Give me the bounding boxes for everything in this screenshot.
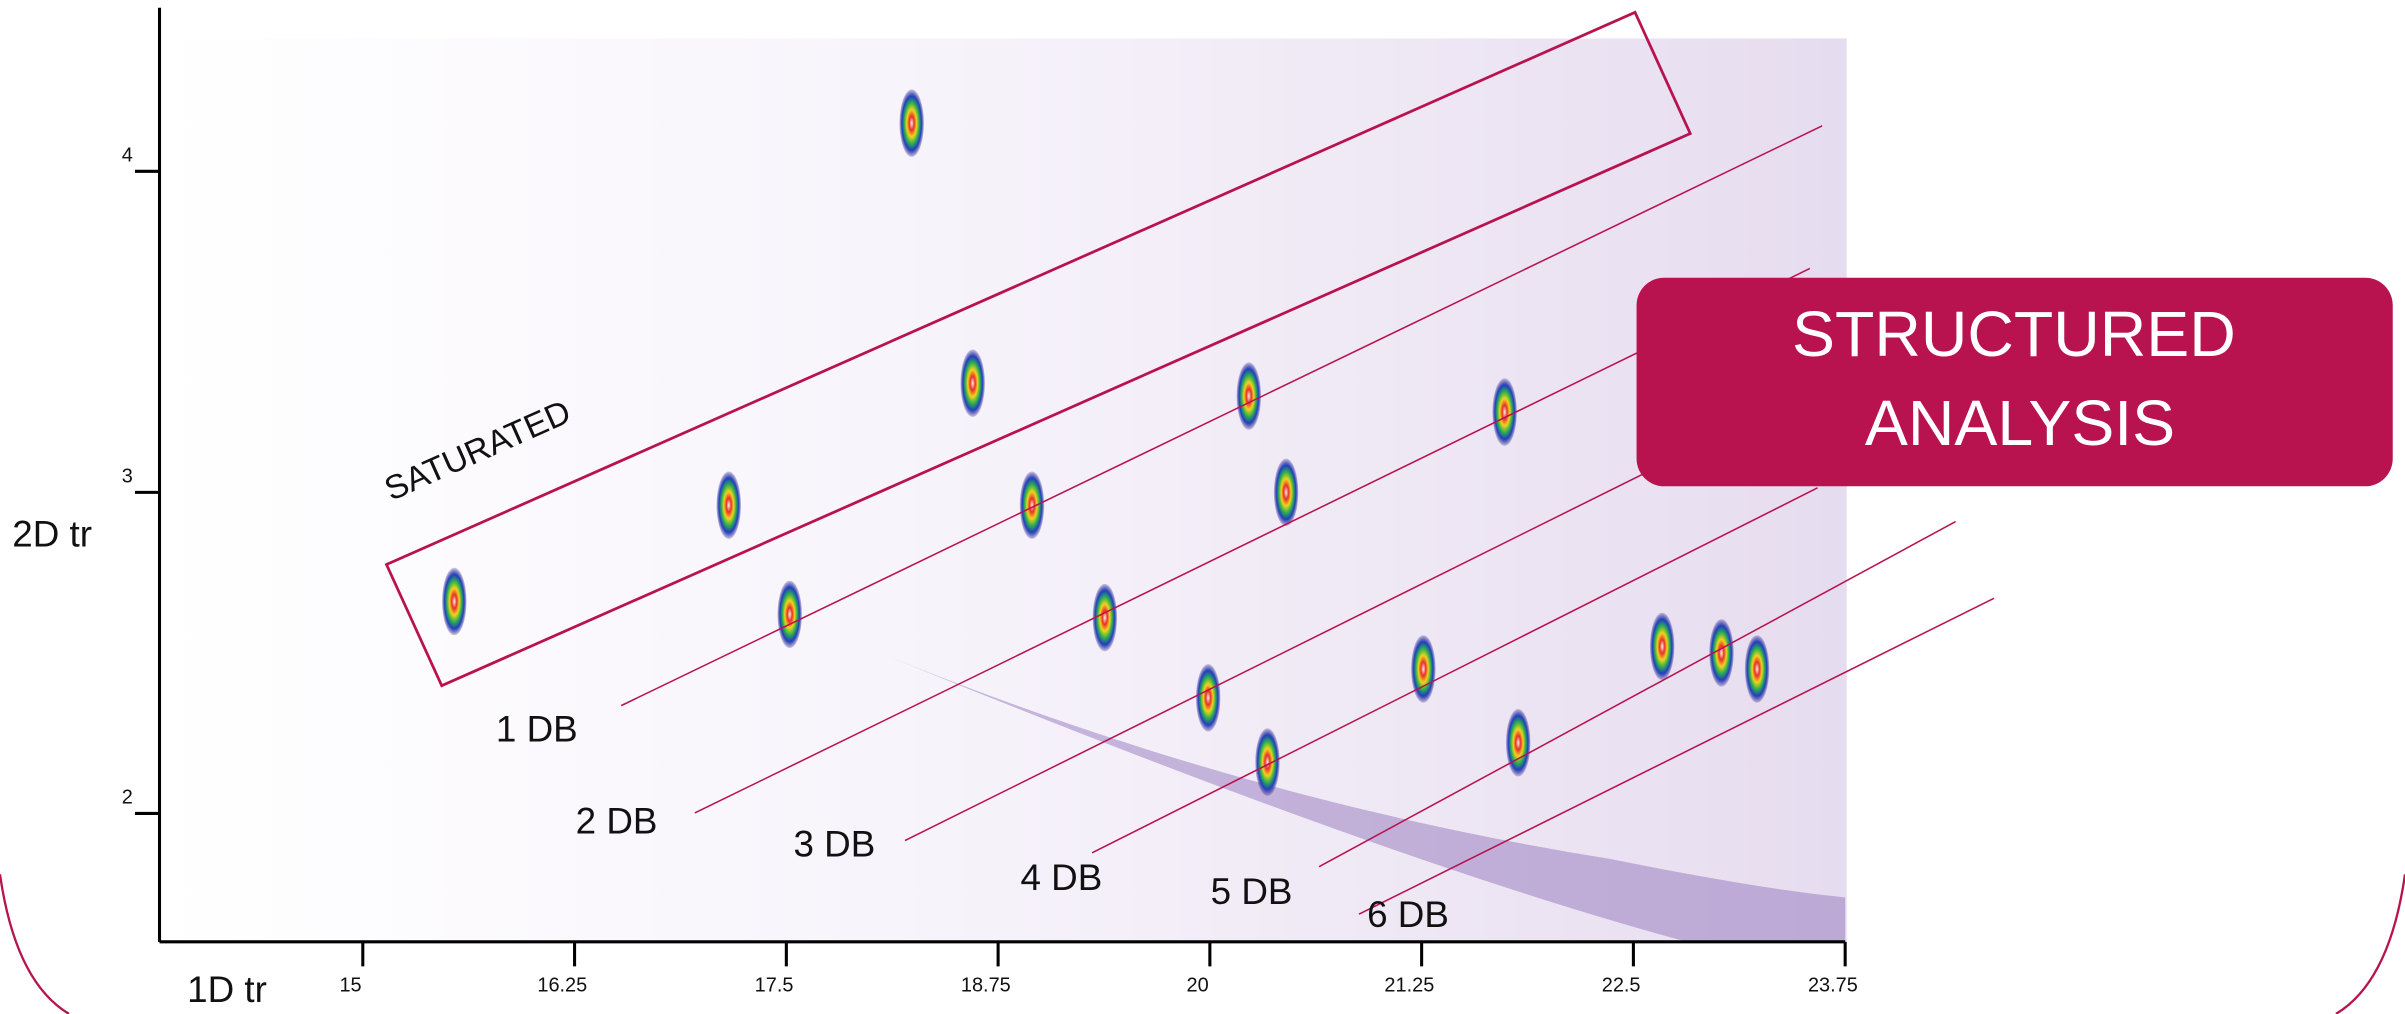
frame-arc [2335,874,2405,1014]
x-tick-label: 21.25 [1384,975,1434,997]
peak [1195,664,1221,732]
db-line [1091,487,1818,854]
peak [442,567,467,636]
annotation: 5 DB [1211,871,1293,912]
peak [777,580,802,649]
saturated-box [384,10,1693,688]
annotation: 6 DB [1367,894,1449,935]
peak [899,89,924,157]
x-axis-label: 1D tr [187,969,267,1010]
peak [960,349,985,417]
db-line [1318,520,1956,868]
peak [1744,635,1770,703]
annotation: 1 DB [496,708,578,749]
callout-box [1636,277,2393,487]
peak [1709,619,1734,687]
callout-text: STRUCTURED [1792,298,2236,370]
peak [716,471,742,539]
db-line [1358,597,1995,915]
y-axis-label: 2D tr [12,514,92,555]
y-tick-label: 3 [122,465,133,487]
db-line [694,267,1811,814]
x-tick-label: 17.5 [755,975,794,997]
x-tick-label: 23.75 [1808,975,1858,997]
peak [1411,635,1436,703]
y-tick-label: 4 [122,144,133,166]
frame-arc [0,874,70,1014]
peak [1019,471,1045,539]
peak [1236,362,1262,430]
x-tick-label: 15 [339,975,361,997]
y-tick-label: 2 [122,786,133,808]
callout-text: ANALYSIS [1865,387,2175,459]
peak [1273,458,1299,527]
annotation: 4 DB [1020,857,1102,898]
peak [1649,612,1675,681]
peak [1092,583,1118,652]
annotation: 3 DB [793,823,875,864]
db-line [620,125,1823,707]
x-tick-label: 22.5 [1602,975,1641,997]
x-tick-label: 16.25 [537,975,587,997]
x-tick-label: 20 [1187,975,1209,997]
annotation: 2 DB [576,800,658,841]
overlay [384,10,1995,915]
x-tick-label: 18.75 [961,975,1011,997]
peak [1492,378,1517,446]
peak [1255,728,1280,796]
background-band [858,644,1846,942]
peak [1505,709,1531,777]
